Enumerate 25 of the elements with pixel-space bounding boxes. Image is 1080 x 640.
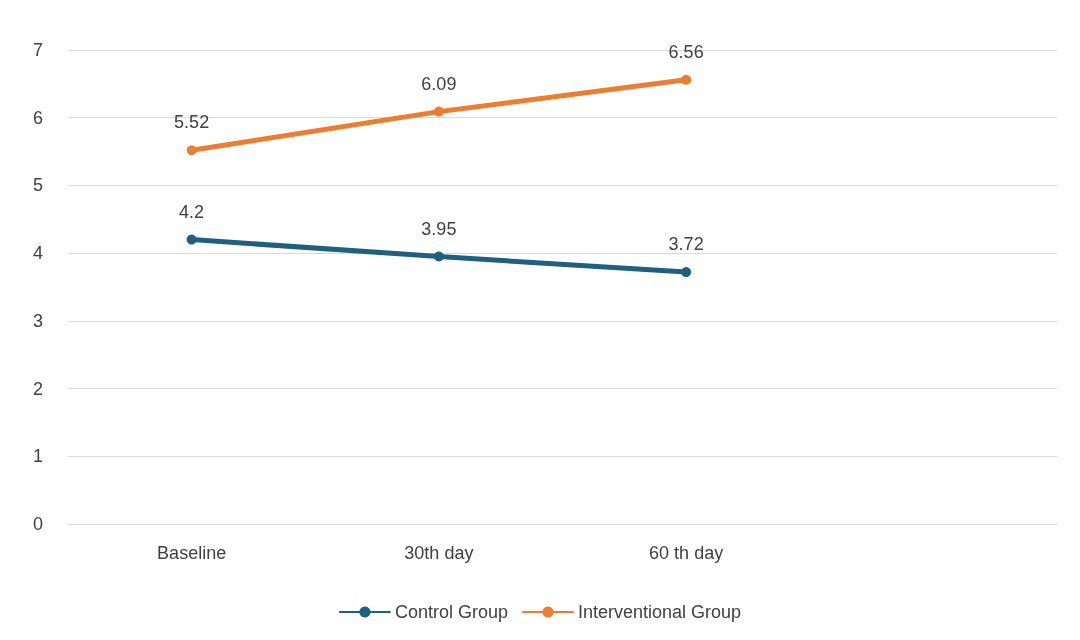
x-tick-label: Baseline bbox=[157, 543, 227, 563]
point bbox=[681, 267, 692, 278]
point bbox=[681, 74, 692, 85]
y-tick-label: 2 bbox=[32, 378, 43, 399]
point bbox=[186, 145, 197, 156]
data-label: 3.95 bbox=[421, 218, 457, 239]
y-tick-label: 5 bbox=[32, 175, 43, 196]
y-tick-label: 6 bbox=[32, 107, 43, 128]
y-tick-label: 1 bbox=[32, 446, 43, 467]
x-tick-label: 60 th day bbox=[649, 543, 724, 563]
point bbox=[186, 234, 197, 245]
legend-label: Control Group bbox=[394, 602, 508, 622]
y-tick-label: 0 bbox=[32, 514, 43, 534]
data-label: 6.56 bbox=[668, 41, 704, 62]
legend-label: Interventional Group bbox=[577, 602, 742, 622]
y-tick-label: 3 bbox=[32, 310, 43, 331]
point bbox=[433, 251, 444, 262]
point bbox=[433, 106, 444, 117]
data-label: 4.2 bbox=[179, 201, 205, 222]
data-label: 6.09 bbox=[421, 73, 457, 94]
x-tick-label: 30th day bbox=[404, 543, 474, 563]
data-label: 3.72 bbox=[668, 234, 704, 255]
data-label: 5.52 bbox=[174, 112, 210, 133]
y-tick-label: 7 bbox=[32, 40, 43, 60]
y-tick-label: 4 bbox=[32, 243, 43, 264]
